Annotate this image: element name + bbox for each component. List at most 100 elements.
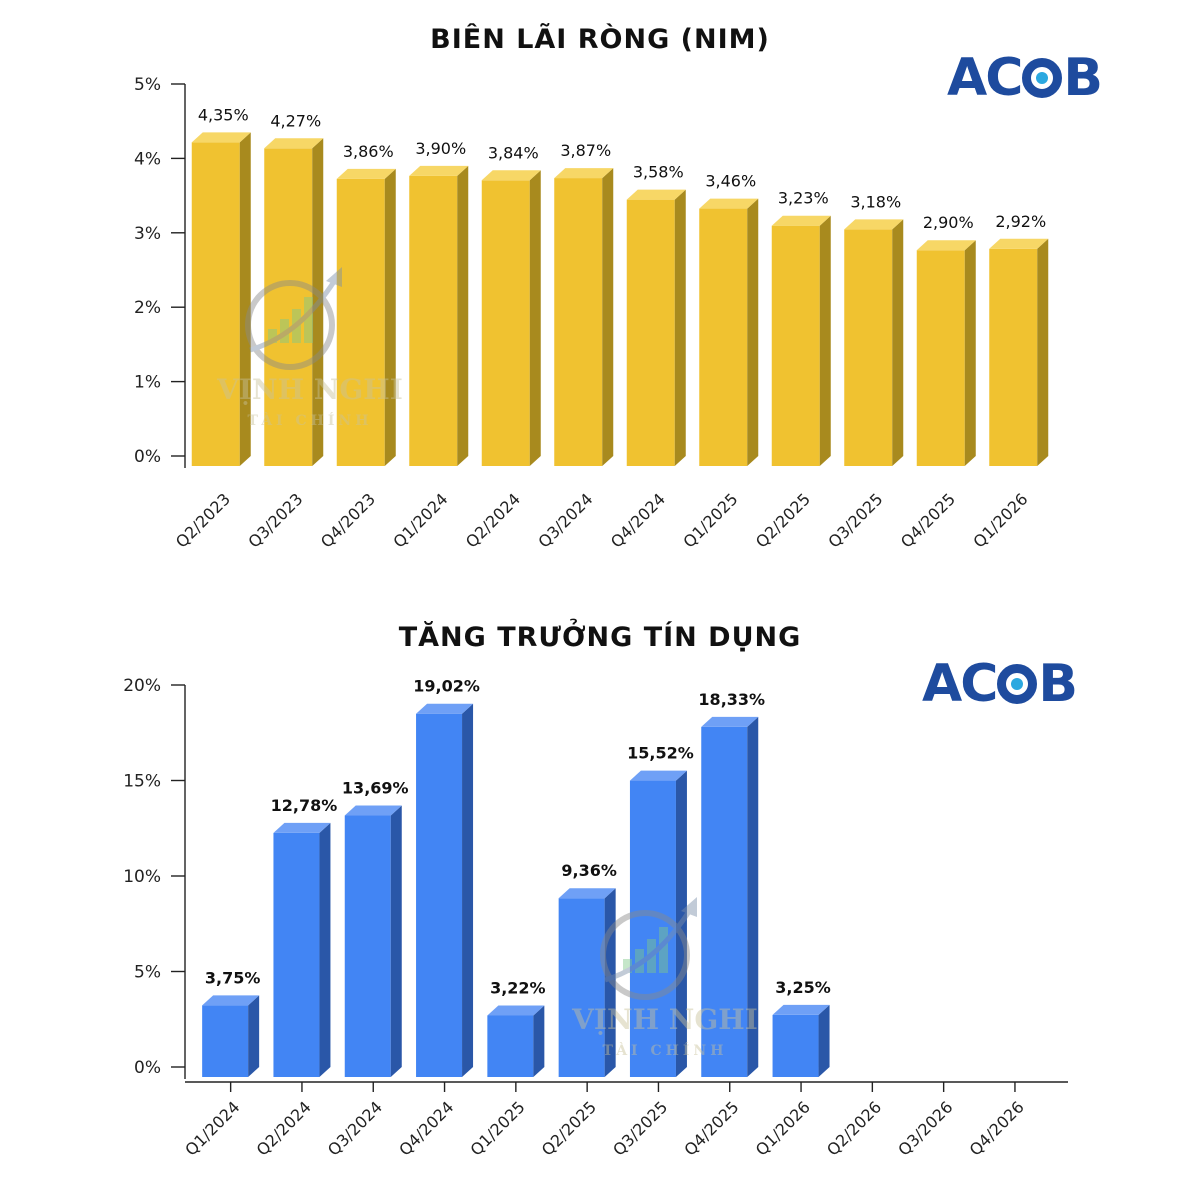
bar-side bbox=[819, 215, 831, 466]
bar-Q2/2025 bbox=[771, 215, 831, 466]
bar-side bbox=[675, 770, 687, 1077]
bar-Q3/2024 bbox=[554, 168, 614, 466]
bar-Q3/2025 bbox=[629, 770, 687, 1077]
bar-front bbox=[844, 229, 893, 466]
bar-front bbox=[344, 815, 391, 1077]
data-label: 3,22% bbox=[490, 978, 546, 997]
bar-side bbox=[312, 138, 324, 466]
logo-text-ac: AC bbox=[947, 48, 1023, 108]
chart-title-credit-growth: TĂNG TRƯỞNG TÍN DỤNG bbox=[398, 622, 802, 653]
x-tick-label: Q2/2024 bbox=[253, 1097, 315, 1159]
x-tick-label: Q1/2025 bbox=[467, 1097, 529, 1159]
data-label: 19,02% bbox=[413, 677, 480, 696]
bar-side bbox=[319, 822, 331, 1077]
data-label: 4,27% bbox=[270, 111, 321, 130]
bar-front bbox=[202, 1005, 249, 1077]
data-label: 3,90% bbox=[415, 139, 466, 158]
bar-Q2/2025 bbox=[558, 888, 616, 1077]
x-tick-label: Q4/2025 bbox=[680, 1097, 742, 1159]
data-label: 3,46% bbox=[705, 172, 756, 191]
y-tick-label: 4% bbox=[134, 149, 161, 169]
bar-front bbox=[409, 175, 458, 466]
x-tick-label: Q3/2024 bbox=[324, 1097, 386, 1159]
bar-side bbox=[1037, 238, 1049, 466]
x-tick-label: Q3/2023 bbox=[244, 489, 306, 551]
data-label: 3,86% bbox=[343, 142, 394, 161]
bar-side bbox=[604, 888, 616, 1077]
data-label: 4,35% bbox=[198, 105, 249, 124]
x-tick-label: Q2/2025 bbox=[538, 1097, 600, 1159]
x-tick-label: Q4/2025 bbox=[897, 489, 959, 551]
x-tick-label: Q3/2026 bbox=[894, 1097, 956, 1159]
watermark-subtext: TÀI CHÍNH bbox=[248, 411, 373, 429]
y-tick-label: 10% bbox=[123, 867, 161, 887]
data-label: 3,25% bbox=[775, 978, 831, 997]
watermark-chart-icon bbox=[245, 267, 342, 370]
bar-top bbox=[487, 1005, 545, 1016]
bar-front bbox=[699, 208, 748, 467]
data-label: 12,78% bbox=[271, 796, 338, 815]
bar-front bbox=[264, 148, 313, 466]
acb-logo: AC B bbox=[922, 654, 1078, 714]
logo-text-b: B bbox=[1038, 654, 1078, 714]
bar-front bbox=[558, 898, 605, 1077]
watermark-chart-icon bbox=[600, 897, 697, 1000]
bar-side bbox=[964, 240, 976, 466]
bar-Q3/2025 bbox=[844, 219, 904, 466]
bar-front bbox=[772, 1014, 819, 1077]
bar-side bbox=[457, 165, 469, 466]
bar-front bbox=[629, 780, 676, 1077]
bar-Q2/2024 bbox=[481, 170, 541, 466]
bar-top bbox=[273, 822, 331, 833]
x-tick-label: Q1/2024 bbox=[181, 1097, 243, 1159]
bar-side bbox=[892, 219, 904, 466]
bar-side bbox=[390, 805, 402, 1077]
data-label: 3,58% bbox=[633, 163, 684, 182]
bar-Q2/2023 bbox=[191, 132, 251, 467]
y-tick-label: 5% bbox=[134, 75, 161, 95]
x-tick-label: Q2/2026 bbox=[823, 1097, 885, 1159]
bar-Q1/2026 bbox=[989, 238, 1049, 466]
data-label: 13,69% bbox=[342, 779, 409, 798]
y-tick-label: 2% bbox=[134, 298, 161, 318]
bar-top bbox=[409, 165, 469, 176]
chart-2: 0% 5% 10% 15% 20% 3,75% Q1/2024 12,78% Q2/2024 13… bbox=[123, 676, 1068, 1160]
bar-Q4/2024 bbox=[626, 189, 686, 466]
bar-top bbox=[558, 888, 616, 899]
bar-front bbox=[416, 713, 463, 1077]
bar-Q3/2023 bbox=[264, 138, 324, 466]
bar-side bbox=[602, 168, 614, 466]
x-tick-label: Q2/2024 bbox=[462, 489, 524, 551]
bar-Q1/2026 bbox=[772, 1004, 830, 1077]
data-label: 18,33% bbox=[698, 690, 765, 709]
bar-top bbox=[699, 198, 759, 209]
y-tick-label: 0% bbox=[134, 447, 161, 467]
bar-Q4/2025 bbox=[701, 716, 759, 1077]
data-label: 15,52% bbox=[627, 744, 694, 763]
data-label: 9,36% bbox=[561, 861, 617, 880]
bar-top bbox=[264, 138, 324, 149]
bar-front bbox=[916, 250, 965, 466]
watermark-text: VỊNH NGHI bbox=[571, 1003, 758, 1036]
bar-top bbox=[481, 170, 541, 181]
logo-circle-icon bbox=[997, 664, 1038, 704]
bar-Q4/2025 bbox=[916, 240, 976, 466]
bar-top bbox=[772, 1004, 830, 1015]
bar-Q3/2024 bbox=[344, 805, 402, 1077]
acb-logo: AC B bbox=[947, 48, 1103, 108]
data-label: 2,90% bbox=[923, 213, 974, 232]
logo-circle-icon bbox=[1022, 58, 1063, 98]
y-tick-label: 15% bbox=[123, 772, 161, 792]
x-tick-label: Q2/2023 bbox=[172, 489, 234, 551]
bar-front bbox=[554, 178, 603, 466]
bar-top bbox=[416, 703, 474, 714]
bar-top bbox=[771, 215, 831, 226]
data-label: 3,75% bbox=[205, 968, 261, 987]
bar-front bbox=[481, 180, 530, 466]
bar-front bbox=[273, 832, 320, 1077]
chart-1: 0% 1% 2% 3% 4% 5% 4,35% Q2/2023 4,27% Q3/2023 3,86… bbox=[134, 75, 1049, 552]
bar-Q1/2025 bbox=[699, 198, 759, 467]
x-tick-label: Q4/2023 bbox=[317, 489, 379, 551]
x-tick-label: Q1/2025 bbox=[679, 489, 741, 551]
